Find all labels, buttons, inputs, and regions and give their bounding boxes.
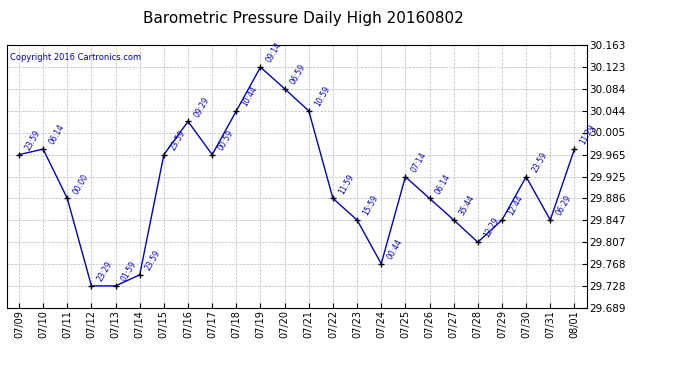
Text: 10:59: 10:59: [313, 85, 332, 108]
Text: 06:29: 06:29: [555, 194, 573, 217]
Text: 06:14: 06:14: [434, 172, 453, 196]
Text: 23:59: 23:59: [23, 128, 42, 152]
Text: 15:59: 15:59: [362, 194, 380, 217]
Text: 01:59: 01:59: [120, 260, 139, 283]
Text: 23:59: 23:59: [168, 128, 187, 152]
Text: 12:44: 12:44: [506, 194, 525, 217]
Text: 11:59: 11:59: [337, 172, 356, 196]
Text: 23:59: 23:59: [531, 151, 549, 174]
Text: Barometric Pressure Daily High 20160802: Barometric Pressure Daily High 20160802: [144, 11, 464, 26]
Text: 23:59: 23:59: [144, 249, 163, 272]
Text: 12:29: 12:29: [482, 216, 501, 239]
Text: 11:29: 11:29: [579, 123, 598, 146]
Text: 09:29: 09:29: [193, 95, 211, 118]
Text: 09:14: 09:14: [265, 41, 284, 64]
Text: 00:44: 00:44: [386, 237, 404, 261]
Text: Copyright 2016 Cartronics.com: Copyright 2016 Cartronics.com: [10, 53, 141, 62]
Text: 06:14: 06:14: [48, 123, 66, 146]
Text: 06:59: 06:59: [289, 62, 308, 86]
Text: 07:14: 07:14: [410, 151, 428, 174]
Text: 35:44: 35:44: [458, 194, 477, 217]
Text: 10:44: 10:44: [241, 85, 259, 108]
Text: 00:59: 00:59: [217, 128, 235, 152]
Text: 00:00: 00:00: [72, 172, 90, 196]
Text: 23:29: 23:29: [96, 260, 115, 283]
